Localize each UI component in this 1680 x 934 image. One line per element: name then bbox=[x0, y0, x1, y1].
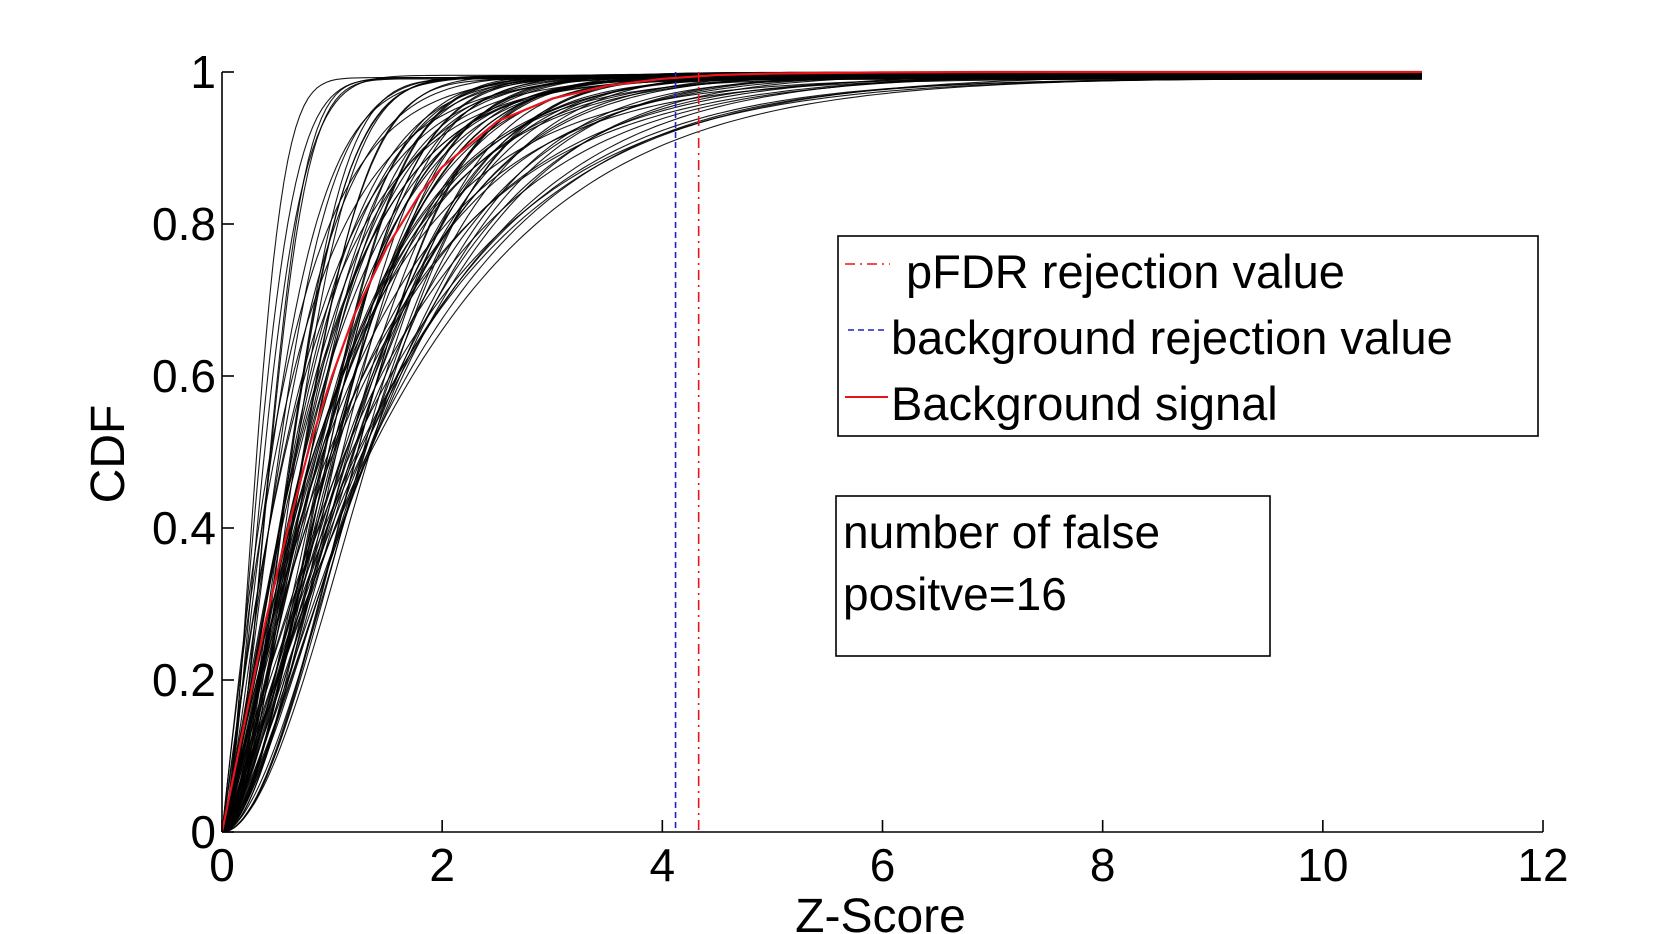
sample-cdf-curve bbox=[222, 77, 1422, 833]
y-axis-ticks: 0 0.2 0.4 0.6 0.8 1 bbox=[152, 46, 234, 858]
annotation-box bbox=[835, 495, 1271, 657]
sample-cdf-curve bbox=[221, 74, 1422, 833]
y-tick-label: 0.2 bbox=[152, 654, 216, 706]
sample-cdf-curve bbox=[221, 77, 1422, 833]
sample-cdf-curve bbox=[222, 75, 1422, 833]
x-tick-label: 4 bbox=[650, 839, 676, 891]
legend-label-background-signal: Background signal bbox=[891, 377, 1278, 430]
y-tick-label: 1 bbox=[190, 46, 216, 98]
legend-label-background-rejection: background rejection value bbox=[891, 311, 1453, 364]
x-tick-label: 12 bbox=[1517, 839, 1568, 891]
sample-cdf-curve bbox=[222, 76, 1422, 833]
y-tick-label: 0.4 bbox=[152, 502, 216, 554]
legend-box bbox=[837, 235, 1539, 437]
sample-curves bbox=[221, 71, 1422, 833]
background-signal-line bbox=[220, 70, 1422, 833]
x-tick-label: 0 bbox=[209, 839, 235, 891]
rejection-lines bbox=[674, 72, 700, 832]
x-tick-label: 10 bbox=[1297, 839, 1348, 891]
legend-label-pfdr: pFDR rejection value bbox=[906, 245, 1345, 298]
legend: pFDR rejection value background rejectio… bbox=[837, 235, 1539, 437]
sample-cdf-curve bbox=[221, 78, 1422, 833]
false-positive-annotation: number of false positve=16 bbox=[835, 495, 1271, 657]
x-axis-ticks: 0 2 4 6 8 10 12 bbox=[209, 820, 1569, 891]
sample-cdf-curve bbox=[221, 76, 1422, 833]
x-axis-title: Z-Score bbox=[795, 890, 966, 934]
y-axis-title: CDF bbox=[82, 405, 135, 504]
y-tick-label: 0 bbox=[190, 806, 216, 858]
x-tick-label: 8 bbox=[1090, 839, 1116, 891]
x-tick-label: 2 bbox=[429, 839, 455, 891]
x-tick-label: 6 bbox=[870, 839, 896, 891]
annotation-line-2: positve=16 bbox=[843, 568, 1067, 620]
plot-area: 0 2 4 6 8 10 12 0 0.2 0.4 0.6 0.8 1 bbox=[152, 46, 1569, 891]
y-tick-label: 0.6 bbox=[152, 350, 216, 402]
y-tick-label: 0.8 bbox=[152, 198, 216, 250]
annotation-line-1: number of false bbox=[843, 506, 1160, 558]
sample-cdf-curve bbox=[221, 72, 1422, 833]
